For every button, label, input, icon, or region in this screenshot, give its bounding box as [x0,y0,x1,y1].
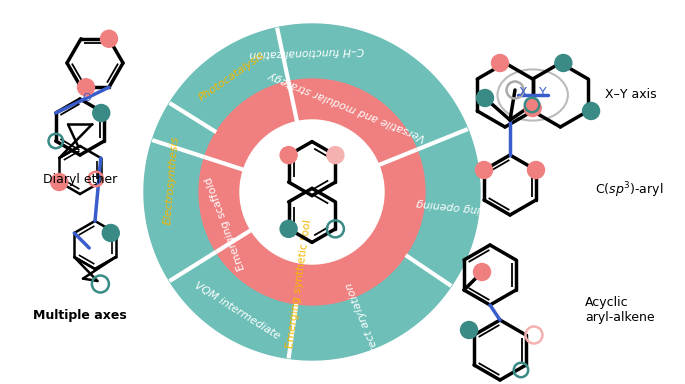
Circle shape [492,55,508,71]
Text: Acyclic
aryl-alkene: Acyclic aryl-alkene [585,296,655,324]
Polygon shape [199,79,425,305]
Circle shape [280,220,297,237]
Text: VQM intermediate: VQM intermediate [193,281,282,342]
Text: C($sp^3$)-aryl: C($sp^3$)-aryl [595,180,664,200]
Circle shape [527,162,545,179]
Polygon shape [144,24,480,360]
Circle shape [473,263,490,280]
Text: Electrosynthesis: Electrosynthesis [163,135,181,225]
Circle shape [524,99,541,116]
Text: Multiple axes: Multiple axes [33,308,127,321]
Circle shape [92,104,110,121]
Text: Direct arylation: Direct arylation [345,281,385,363]
Circle shape [77,79,95,96]
Text: Ring opening: Ring opening [416,198,488,215]
Circle shape [475,162,493,179]
Text: Y: Y [539,86,547,99]
Text: Photocatalysis: Photocatalysis [197,50,266,103]
Text: Versatile and modular strategy: Versatile and modular strategy [266,70,427,142]
Circle shape [460,321,477,339]
Text: Emerging synthetic tool: Emerging synthetic tool [285,218,313,349]
Circle shape [582,103,599,119]
Circle shape [280,147,297,164]
Polygon shape [240,120,384,264]
Circle shape [477,89,493,106]
Text: O: O [82,93,90,103]
Circle shape [51,174,68,190]
Circle shape [102,225,119,242]
Text: C–H functionalization: C–H functionalization [249,45,364,59]
Text: X: X [519,86,527,99]
Circle shape [327,147,344,164]
Text: Emerging scaffold: Emerging scaffold [203,175,247,272]
Text: X–Y axis: X–Y axis [606,88,657,101]
Text: Diaryl ether: Diaryl ether [43,174,117,187]
Circle shape [555,55,572,71]
Circle shape [101,30,118,47]
